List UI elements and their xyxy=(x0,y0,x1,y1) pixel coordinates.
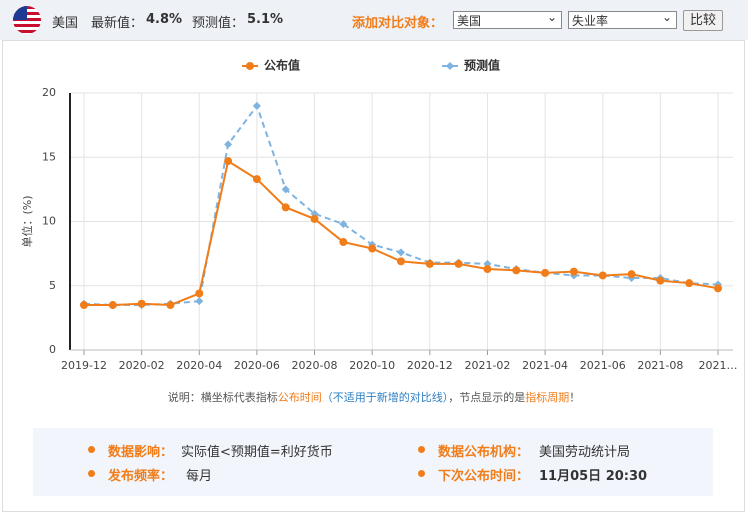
y-tick-label: 5 xyxy=(49,279,56,292)
marker xyxy=(80,301,88,310)
marker xyxy=(397,248,405,257)
info-value: 实际值<预期值=利好货币 xyxy=(181,445,333,460)
bullet xyxy=(418,470,425,477)
legend-marker xyxy=(246,62,254,70)
marker xyxy=(541,268,550,277)
x-tick-label: 2020-04 xyxy=(176,359,222,372)
info-label: 数据公布机构： xyxy=(438,445,530,460)
x-tick-label: 2021-02 xyxy=(464,359,510,372)
marker xyxy=(512,266,521,275)
marker xyxy=(368,244,377,253)
marker xyxy=(397,257,405,266)
compare-label: 添加对比对象： xyxy=(352,16,444,31)
marker xyxy=(339,238,348,247)
marker xyxy=(252,175,261,184)
forecast-label: 预测值： xyxy=(192,16,245,31)
country-select[interactable]: 美国 xyxy=(453,8,562,29)
info-box: 数据影响： 实际值<预期值=利好货币 数据公布机构： 美国劳动统计局 发布频率：… xyxy=(33,428,713,496)
x-tick-label: 2020-12 xyxy=(407,359,453,372)
forecast-value: 5.1% xyxy=(247,12,284,27)
marker xyxy=(569,267,578,276)
flag-icon xyxy=(13,6,41,34)
marker xyxy=(685,279,694,288)
marker xyxy=(195,297,204,306)
y-tick-label: 15 xyxy=(42,150,56,163)
marker xyxy=(137,299,146,308)
x-tick-label: 2021… xyxy=(699,359,738,372)
bullet xyxy=(88,446,95,453)
bullet xyxy=(88,470,95,477)
y-tick-label: 0 xyxy=(49,343,56,356)
note-highlight: 指标周期 xyxy=(525,391,570,404)
compare-button[interactable]: 比较 xyxy=(683,10,723,31)
x-tick-label: 2020-10 xyxy=(349,359,395,372)
country: 美国 xyxy=(52,16,79,31)
marker xyxy=(281,185,290,194)
note-text: ，节点显示的是 xyxy=(448,391,526,404)
x-tick-label: 2021-04 xyxy=(522,359,568,372)
info-label: 数据影响： xyxy=(108,445,174,460)
info-value: 美国劳动统计局 xyxy=(539,445,631,460)
x-tick-label: 2020-02 xyxy=(119,359,165,372)
indicator-select[interactable]: 失业率 xyxy=(568,8,677,29)
marker xyxy=(195,289,204,298)
note-text: 说明：横坐标代表指标 xyxy=(167,391,278,404)
header: 美国 最新值： 4.8% 预测值： 5.1% 添加对比对象： 美国 失业率 比较 xyxy=(0,0,748,40)
marker xyxy=(252,101,261,110)
info-value: 每月 xyxy=(186,469,213,484)
note-text: ！ xyxy=(569,391,581,404)
marker xyxy=(310,214,319,223)
marker xyxy=(454,259,463,268)
latest-value: 4.8% xyxy=(146,12,183,27)
note-text: （不适用于新增的对比线） xyxy=(321,391,449,404)
legend-marker xyxy=(446,62,454,70)
marker xyxy=(224,140,233,149)
legend-label: 预测值 xyxy=(464,58,500,73)
info-label: 下次公布时间： xyxy=(438,469,530,484)
latest-label: 最新值： xyxy=(91,16,144,31)
marker xyxy=(339,220,348,229)
marker xyxy=(483,265,492,274)
y-tick-label: 10 xyxy=(42,215,56,228)
info-value: 11月05日 20:30 xyxy=(539,469,648,484)
chart: 0 5 10 15 20 2019-12 2020-02 2020-04 2020-06 2020… xyxy=(20,58,738,373)
y-axis-label: 单位：(%) xyxy=(20,195,34,247)
marker xyxy=(108,301,117,310)
marker xyxy=(627,270,636,279)
bullet xyxy=(418,446,425,453)
line xyxy=(84,159,719,307)
marker xyxy=(224,157,233,166)
marker xyxy=(598,271,607,280)
note-highlight: 公布时间 xyxy=(277,391,322,404)
marker xyxy=(166,301,175,310)
x-tick-label: 2020-06 xyxy=(234,359,280,372)
x-tick-label: 2021-06 xyxy=(580,359,626,372)
marker xyxy=(656,276,665,285)
note: 说明：横坐标代表指标公布时间（不适用于新增的对比线），节点显示的是指标周期！ xyxy=(0,389,748,405)
x-tick-label: 2020-08 xyxy=(292,359,338,372)
chart-panel xyxy=(2,40,745,512)
x-tick-label: 2019-12 xyxy=(61,359,107,372)
info-label: 发布频率： xyxy=(108,469,174,484)
legend-label: 公布值 xyxy=(264,58,300,73)
marker xyxy=(425,259,434,268)
x-tick-label: 2021-08 xyxy=(637,359,683,372)
marker xyxy=(714,284,722,293)
marker xyxy=(281,203,290,212)
y-tick-label: 20 xyxy=(42,86,56,99)
